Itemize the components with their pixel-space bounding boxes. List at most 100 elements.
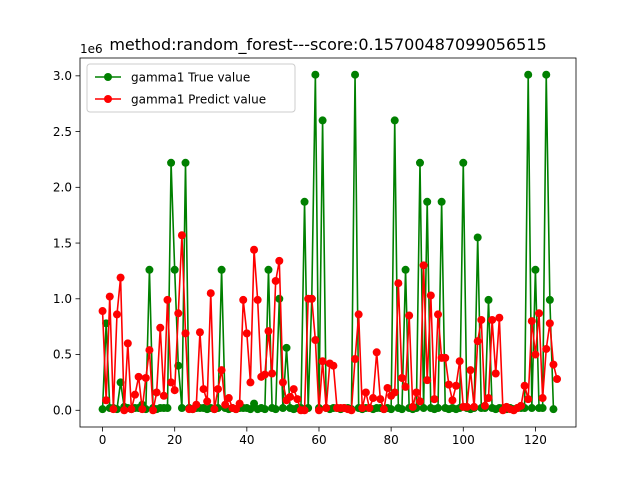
data-point [141,373,150,382]
data-point [426,291,435,300]
data-point [488,315,497,324]
data-point [195,328,204,337]
data-point [520,381,529,390]
data-point [351,70,360,79]
chart-title: method:random_forest---score:0.157004870… [109,35,546,55]
data-point [480,401,489,410]
data-point [423,376,432,385]
data-point [98,405,107,414]
data-point [145,346,154,355]
data-point [372,348,381,357]
data-point [390,116,399,125]
data-point [286,392,295,401]
data-point [322,404,331,413]
data-point [397,405,406,414]
data-point [116,273,125,282]
data-point [495,313,504,322]
x-tick-label: 40 [239,433,254,447]
data-point [383,383,392,392]
data-point [477,315,486,324]
data-point [549,360,558,369]
data-point [329,361,338,370]
data-point [516,401,525,410]
data-point [181,158,190,167]
data-point [430,395,439,404]
data-point [415,158,424,167]
data-point [459,158,468,167]
data-point [401,265,410,274]
data-point [452,381,461,390]
data-point [408,402,417,411]
legend-marker [104,95,112,103]
data-point [268,369,277,378]
data-point [260,370,269,379]
data-point [300,406,309,415]
data-point [524,395,533,404]
data-point [246,378,255,387]
data-point [235,399,244,408]
data-point [177,404,186,413]
data-point [484,394,493,403]
data-point [127,405,136,414]
data-point [300,197,309,206]
data-point [466,366,475,375]
series-layer [98,70,562,415]
data-point [145,265,154,274]
legend-marker [104,73,112,81]
data-point [213,385,222,394]
data-point [491,369,500,378]
data-point [217,366,226,375]
data-point [221,400,230,409]
data-point [181,329,190,338]
data-point [264,265,273,274]
legend-item: gamma1 Predict value [95,92,266,106]
data-point [415,397,424,406]
legend-box [86,63,296,113]
data-point [311,336,320,345]
y-tick-label: 1.5 [53,236,72,250]
data-point [271,276,280,285]
data-point [152,388,161,397]
data-point [163,295,172,304]
x-tick-label: 0 [99,433,107,447]
data-point [98,307,107,316]
data-point [282,343,291,352]
data-point [264,327,273,336]
data-point [387,405,396,414]
data-point [224,394,233,403]
axes-frame [79,57,577,428]
data-point [527,317,536,326]
x-tick-label: 100 [452,433,475,447]
data-point [527,404,536,413]
data-point [358,404,367,413]
data-point [354,310,363,319]
data-point [318,357,327,366]
data-point [361,388,370,397]
data-point [311,70,320,79]
data-point [318,116,327,125]
data-point [217,265,226,274]
series-1 [98,231,562,415]
data-point [351,355,360,363]
data-point [123,339,132,348]
data-point [120,406,129,415]
data-point [419,404,428,413]
legend-label: gamma1 Predict value [131,92,266,106]
data-point [531,350,540,359]
y-tick-label: 2.0 [53,181,72,195]
data-point [278,404,287,413]
data-point [293,395,302,404]
data-point [134,372,143,381]
data-point [531,265,540,274]
data-point [394,279,403,288]
y-tick-label: 2.5 [53,125,72,139]
legend-label: gamma1 True value [131,70,250,84]
data-point [167,378,176,387]
data-point [545,319,554,328]
data-point [271,405,280,414]
y-scale-label: 1e6 [80,42,103,56]
data-point [278,378,287,387]
data-point [390,388,399,397]
data-point [434,310,443,319]
